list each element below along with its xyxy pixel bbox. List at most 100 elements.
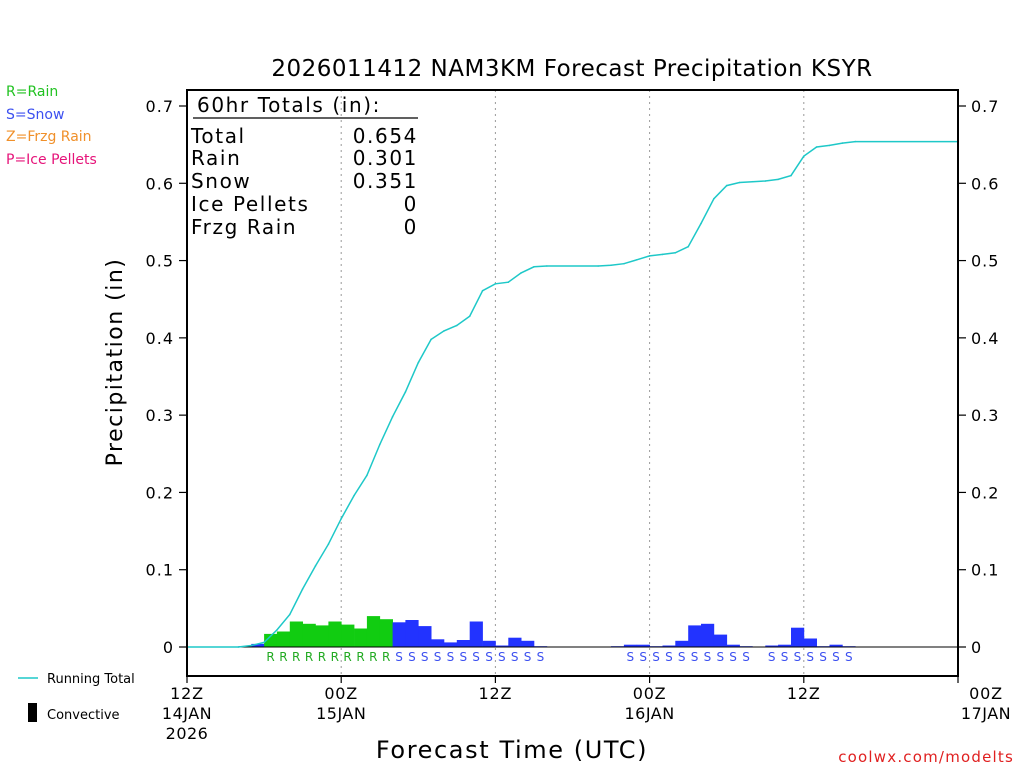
type-marker-hour-7: R (266, 650, 274, 664)
bar-hour-35 (623, 644, 638, 647)
type-marker-hour-51: S (832, 650, 840, 664)
y-tick-label-right: 0.5 (971, 252, 999, 271)
bar-hour-39 (675, 640, 689, 647)
running-total-point-38 (674, 252, 677, 254)
running-total-point-34 (623, 262, 625, 265)
bar-hour-15 (366, 616, 381, 647)
legend-freezing-rain: Z=Frzg Rain (6, 129, 92, 145)
totals-value-total: 0.654 (353, 124, 418, 148)
type-marker-hour-28: S (537, 650, 545, 664)
running-total-point-50 (828, 144, 831, 147)
bar-hour-14 (354, 628, 368, 647)
running-total-point-52 (854, 140, 856, 143)
y-tick-label-left: 0.6 (146, 174, 174, 193)
running-total-point-43 (738, 181, 741, 184)
running-total-point-42 (725, 184, 728, 187)
credit-link[interactable]: coolwx.com/modelts (838, 748, 1014, 766)
running-total-point-25 (507, 281, 510, 284)
running-total-point-47 (790, 174, 792, 177)
running-total-point-28 (546, 265, 548, 267)
bar-hour-47 (778, 644, 792, 647)
bar-hour-21 (444, 642, 458, 647)
running-total-point-16 (391, 415, 394, 418)
y-tick-label-right: 0.6 (971, 174, 999, 193)
running-total-point-11 (327, 543, 330, 545)
y-tick-label-left: 0.1 (146, 561, 174, 580)
totals-value-frzg-rain: 0 (404, 215, 418, 239)
type-marker-hour-47: S (781, 650, 789, 664)
type-marker-hour-21: S (447, 650, 455, 664)
type-marker-hour-52: S (845, 650, 853, 664)
running-total-point-51 (841, 142, 844, 144)
type-marker-hour-46: S (768, 650, 776, 664)
bar-hour-18 (405, 620, 419, 647)
bar-hour-49 (803, 638, 817, 647)
running-total-point-48 (803, 155, 805, 157)
totals-label-frzg-rain: Frzg Rain (191, 215, 297, 239)
running-total-point-10 (314, 565, 317, 567)
x-tick-label-time: 12Z (170, 684, 204, 703)
bar-hour-46 (765, 645, 779, 647)
y-tick-label-left: 0.2 (146, 483, 174, 502)
x-tick-label-date: 17JAN (961, 704, 1011, 723)
bar-hour-10 (302, 623, 316, 647)
type-marker-hour-12: R (331, 650, 339, 664)
type-marker-hour-42: S (716, 650, 724, 664)
type-marker-hour-40: S (691, 650, 699, 664)
bar-hour-41 (701, 623, 715, 647)
type-marker-hour-26: S (511, 650, 519, 664)
bar-hour-38 (662, 645, 676, 647)
legend-convective-swatch (28, 703, 37, 722)
running-total-point-40 (700, 222, 702, 225)
bar-hour-48 (791, 627, 805, 647)
type-marker-hour-20: S (434, 650, 442, 664)
x-tick-label-time: 00Z (324, 684, 358, 703)
running-total-point-4 (237, 646, 240, 648)
type-marker-hour-10: R (305, 650, 313, 664)
y-tick-label-left: 0.3 (146, 406, 174, 425)
bar-hour-40 (688, 625, 702, 647)
y-tick-label-right: 0.3 (971, 406, 999, 425)
running-total-point-12 (340, 517, 343, 520)
totals-label-snow: Snow (191, 169, 251, 193)
type-marker-hour-27: S (524, 650, 532, 664)
bar-hour-17 (392, 622, 406, 647)
legend-running-total: Running Total (47, 672, 135, 687)
type-marker-hour-35: S (626, 650, 634, 664)
x-tick-label-year: 2026 (166, 724, 209, 743)
gridlines (340, 90, 805, 676)
x-tick-label-time: 00Z (633, 684, 667, 703)
type-marker-hour-14: R (356, 650, 364, 664)
bar-hour-51 (829, 644, 843, 647)
type-marker-hour-44: S (742, 650, 750, 664)
bar-hour-16 (379, 619, 393, 647)
x-tick-label-time: 12Z (479, 684, 513, 703)
running-total-point-33 (610, 264, 612, 267)
bar-hour-12 (328, 621, 342, 647)
bar-hour-25 (495, 645, 509, 647)
running-total-point-49 (815, 146, 818, 148)
bar-hour-7 (264, 633, 278, 647)
running-total-series (186, 140, 959, 648)
running-total-point-21 (456, 324, 458, 327)
y-tick-label-right: 0.1 (971, 561, 999, 580)
type-marker-hour-8: R (279, 650, 287, 664)
plot-frame (186, 89, 959, 677)
type-marker-hour-11: R (318, 650, 326, 664)
type-marker-hour-37: S (652, 650, 660, 664)
type-marker-hour-15: R (369, 650, 377, 664)
running-total-point-39 (687, 245, 689, 248)
totals-value-snow: 0.351 (353, 169, 418, 193)
bar-hour-6 (251, 643, 265, 647)
type-marker-hour-49: S (806, 650, 814, 664)
type-marker-hour-16: R (382, 650, 390, 664)
running-total-point-24 (494, 283, 497, 285)
type-marker-hour-18: S (408, 650, 416, 664)
legend-convective: Convective (47, 708, 120, 723)
running-total-point-9 (301, 588, 304, 590)
y-tick-label-right: 0 (971, 638, 982, 657)
running-total-point-45 (764, 180, 767, 182)
x-tick-label-time: 00Z (969, 684, 1003, 703)
running-total-point-23 (481, 289, 484, 292)
running-total-point-44 (751, 180, 754, 183)
